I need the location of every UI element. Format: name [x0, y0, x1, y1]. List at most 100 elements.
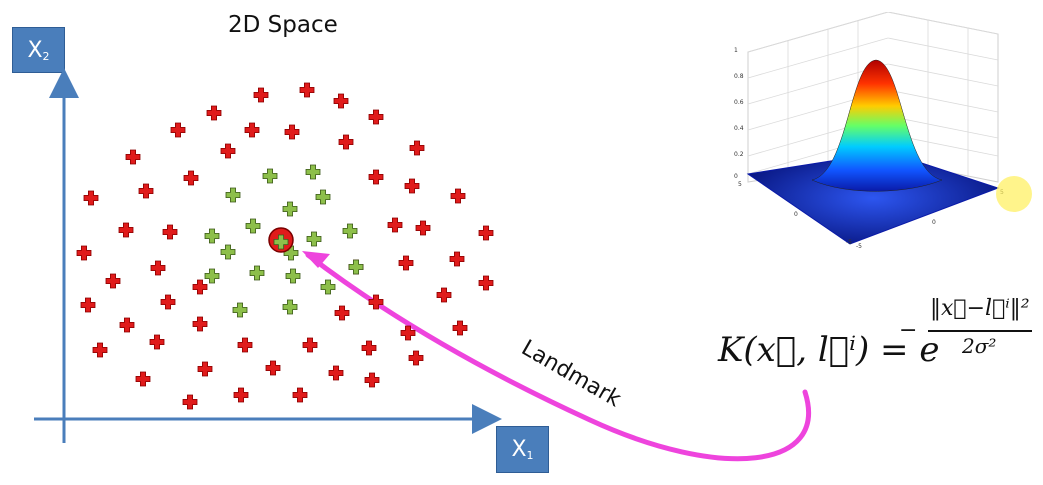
red-point — [183, 170, 199, 186]
formula-fraction-bar — [928, 330, 1032, 332]
green-point — [282, 299, 298, 315]
x-axis-subscript: 1 — [526, 449, 534, 462]
red-point — [415, 220, 431, 236]
red-point — [149, 334, 165, 350]
red-point — [338, 134, 354, 150]
x-tick-label: -5 — [846, 239, 852, 246]
red-point — [237, 337, 253, 353]
red-point — [404, 178, 420, 194]
green-point — [306, 231, 322, 247]
green-point — [315, 189, 331, 205]
red-point — [192, 279, 208, 295]
z-tick-label: 0.8 — [734, 73, 744, 80]
kernel-formula: K(x⃗, l⃗ⁱ) = e − ‖x⃗−l⃗ⁱ‖² 2σ² — [718, 290, 1043, 400]
red-point — [328, 365, 344, 381]
green-point — [285, 268, 301, 284]
landmark-arrowhead — [302, 251, 330, 268]
green-point — [225, 187, 241, 203]
green-point — [305, 164, 321, 180]
red-point — [364, 372, 380, 388]
green-point — [262, 168, 278, 184]
red-point — [292, 387, 308, 403]
green-point — [273, 234, 289, 250]
red-point — [182, 394, 198, 410]
z-tick-label: 0.4 — [734, 125, 744, 132]
red-point — [150, 260, 166, 276]
red-point — [135, 371, 151, 387]
red-point — [398, 255, 414, 271]
red-point — [220, 143, 236, 159]
red-point — [119, 317, 135, 333]
red-point — [452, 320, 468, 336]
z-tick-label: 0.2 — [734, 151, 744, 158]
red-point — [302, 337, 318, 353]
landmark-arrow — [305, 252, 812, 462]
points-layer — [76, 82, 494, 410]
red-point — [409, 140, 425, 156]
red-point — [197, 361, 213, 377]
x-tick-label: 5 — [738, 181, 742, 188]
red-point — [408, 350, 424, 366]
z-tick-label: 1 — [734, 47, 738, 54]
red-point — [192, 316, 208, 332]
red-point — [162, 224, 178, 240]
red-point — [76, 245, 92, 261]
formula-numerator: ‖x⃗−l⃗ⁱ‖² — [930, 296, 1030, 321]
y-axis-subscript: 2 — [42, 49, 50, 63]
green-point — [249, 265, 265, 281]
green-point — [342, 223, 358, 239]
green-point — [282, 201, 298, 217]
green-point — [204, 228, 220, 244]
red-point — [368, 109, 384, 125]
z-tick-label: 0.6 — [734, 99, 744, 106]
red-point — [334, 305, 350, 321]
red-point — [105, 273, 121, 289]
y-tick-label: 0 — [932, 219, 936, 226]
red-point — [233, 387, 249, 403]
red-point — [138, 183, 154, 199]
x-axis-label: X — [511, 437, 527, 462]
cursor-highlight — [996, 176, 1032, 212]
green-point — [320, 279, 336, 295]
formula-minus: − — [899, 318, 918, 343]
red-point — [387, 217, 403, 233]
green-point — [348, 259, 364, 275]
red-point — [478, 225, 494, 241]
red-point — [118, 222, 134, 238]
y-axis-label: X — [27, 37, 43, 63]
red-point — [368, 294, 384, 310]
red-point — [244, 122, 260, 138]
red-point — [478, 275, 494, 291]
x-tick-label: 0 — [794, 211, 798, 218]
green-point — [245, 218, 261, 234]
red-point — [400, 325, 416, 341]
red-point — [160, 294, 176, 310]
red-point — [253, 87, 269, 103]
green-point — [232, 302, 248, 318]
landmark-label: Landmark — [517, 336, 625, 413]
red-point — [436, 287, 452, 303]
red-point — [80, 297, 96, 313]
red-point — [83, 190, 99, 206]
red-point — [265, 360, 281, 376]
red-point — [361, 340, 377, 356]
red-point — [449, 251, 465, 267]
y-tick-label: -5 — [856, 243, 862, 250]
red-point — [206, 105, 222, 121]
red-point — [450, 188, 466, 204]
red-point — [92, 342, 108, 358]
red-point — [170, 122, 186, 138]
red-point — [284, 124, 300, 140]
z-tick-label: 0 — [734, 173, 738, 180]
green-point — [220, 244, 236, 260]
page-title: 2D Space — [228, 12, 338, 38]
red-point — [125, 149, 141, 165]
formula-lhs: K(x⃗, l⃗ⁱ) = e — [718, 330, 940, 370]
formula-denominator: 2σ² — [962, 334, 997, 358]
red-point — [368, 169, 384, 185]
